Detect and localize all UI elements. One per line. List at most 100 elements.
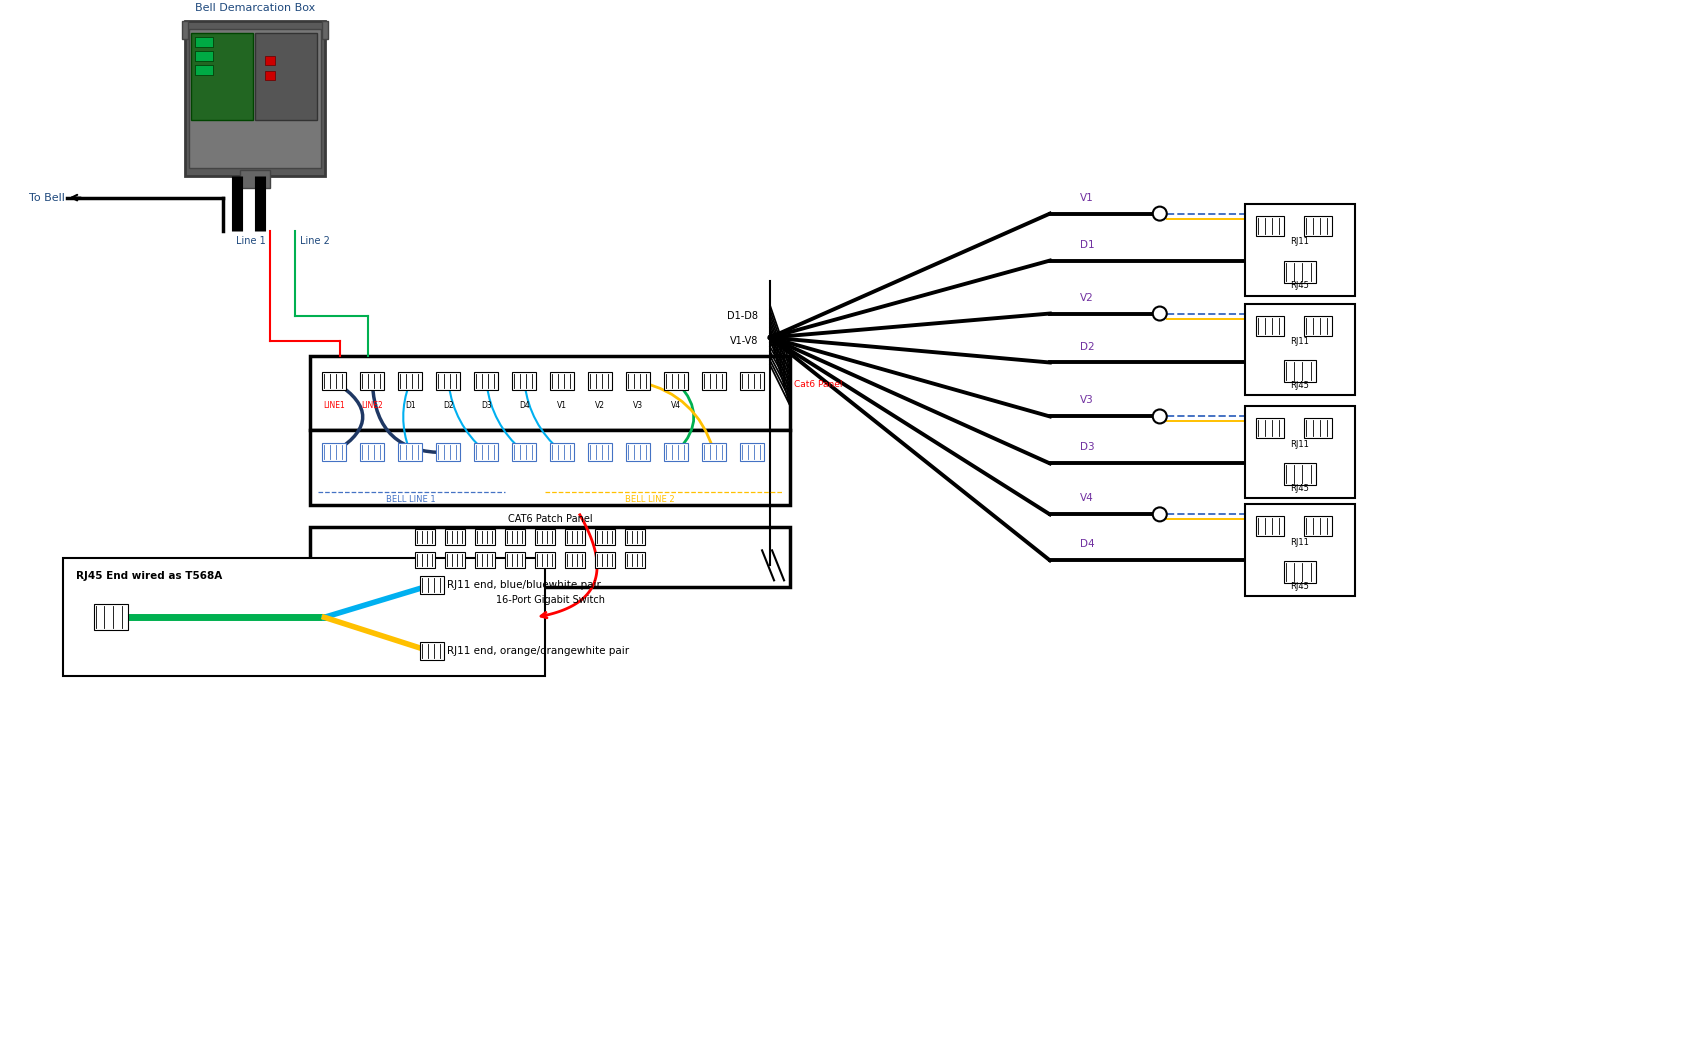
Text: To Bell: To Bell: [29, 192, 64, 203]
Text: Bell Demarcation Box: Bell Demarcation Box: [196, 3, 316, 13]
Bar: [1283, 562, 1315, 584]
Text: RJ45 End wired as T568A: RJ45 End wired as T568A: [76, 571, 221, 582]
Text: RJ11: RJ11: [1290, 237, 1310, 246]
Bar: [1283, 463, 1315, 485]
Bar: [474, 372, 498, 390]
Bar: [1283, 260, 1315, 282]
Text: RJ45: RJ45: [1290, 281, 1310, 290]
Bar: [702, 372, 726, 390]
Bar: [265, 71, 275, 79]
Bar: [436, 372, 461, 390]
Bar: [476, 552, 495, 568]
Text: Line 1: Line 1: [236, 235, 265, 246]
Bar: [1303, 316, 1332, 336]
Bar: [550, 372, 574, 390]
Bar: [415, 552, 436, 568]
Bar: [1283, 361, 1315, 383]
Bar: [191, 32, 253, 119]
Bar: [311, 431, 790, 505]
Text: V3: V3: [633, 402, 643, 410]
Bar: [702, 444, 726, 461]
Text: V3: V3: [1080, 395, 1094, 406]
Text: Cat6 Panel: Cat6 Panel: [793, 381, 842, 389]
Bar: [398, 372, 422, 390]
Bar: [511, 444, 537, 461]
Text: RJ11: RJ11: [1290, 440, 1310, 449]
Bar: [626, 372, 650, 390]
Bar: [474, 444, 498, 461]
Bar: [739, 444, 765, 461]
Text: D4: D4: [518, 402, 530, 410]
Text: D3: D3: [481, 402, 491, 410]
Bar: [196, 50, 213, 61]
Text: V2: V2: [596, 402, 606, 410]
Text: V1: V1: [1080, 192, 1094, 203]
Bar: [196, 37, 213, 47]
Text: LINE2: LINE2: [361, 402, 383, 410]
Text: D4: D4: [1080, 540, 1094, 549]
Text: BELL LINE 2: BELL LINE 2: [625, 496, 675, 504]
Text: RJ45: RJ45: [1290, 381, 1310, 390]
Circle shape: [1153, 207, 1166, 221]
Bar: [1244, 407, 1355, 498]
Text: V1: V1: [557, 402, 567, 410]
Bar: [322, 372, 346, 390]
Text: RJ45: RJ45: [1290, 484, 1310, 493]
Bar: [1303, 418, 1332, 438]
Text: V4: V4: [1080, 494, 1094, 503]
Bar: [625, 552, 645, 568]
Text: D1: D1: [405, 402, 415, 410]
Text: LINE1: LINE1: [324, 402, 346, 410]
Text: Line 2: Line 2: [300, 235, 331, 246]
Bar: [565, 529, 586, 545]
Text: RJ11 end, orange/orangewhite pair: RJ11 end, orange/orangewhite pair: [447, 646, 630, 656]
Bar: [596, 552, 614, 568]
Bar: [436, 444, 461, 461]
Bar: [625, 529, 645, 545]
Bar: [1244, 204, 1355, 296]
Bar: [1256, 418, 1283, 438]
Bar: [446, 529, 466, 545]
Bar: [505, 552, 525, 568]
Text: CAT6 Patch Panel: CAT6 Patch Panel: [508, 515, 592, 524]
Bar: [186, 21, 326, 176]
Text: RJ11: RJ11: [1290, 538, 1310, 547]
Bar: [535, 552, 555, 568]
Bar: [360, 444, 385, 461]
Bar: [182, 21, 189, 39]
Bar: [420, 576, 444, 594]
Text: D2: D2: [442, 402, 454, 410]
Bar: [93, 605, 128, 631]
Text: D1: D1: [1080, 240, 1094, 250]
Text: RJ45: RJ45: [1290, 582, 1310, 591]
Circle shape: [1153, 306, 1166, 320]
Text: BELL LINE 1: BELL LINE 1: [385, 496, 436, 504]
Text: D1-D8: D1-D8: [728, 311, 758, 320]
Bar: [398, 444, 422, 461]
Text: V1-V8: V1-V8: [729, 336, 758, 345]
Bar: [596, 529, 614, 545]
Bar: [739, 372, 765, 390]
Bar: [446, 552, 466, 568]
Bar: [322, 21, 329, 39]
Bar: [663, 372, 689, 390]
Bar: [311, 527, 790, 588]
Text: 16-Port Gigabit Switch: 16-Port Gigabit Switch: [496, 595, 604, 606]
Bar: [360, 372, 385, 390]
Bar: [587, 444, 613, 461]
Bar: [1303, 215, 1332, 235]
Bar: [663, 444, 689, 461]
Circle shape: [1153, 507, 1166, 521]
Bar: [1244, 303, 1355, 395]
Bar: [240, 169, 270, 187]
Text: V4: V4: [672, 402, 682, 410]
Bar: [189, 28, 321, 167]
Bar: [255, 32, 317, 119]
Bar: [476, 529, 495, 545]
Text: D2: D2: [1080, 341, 1094, 351]
Bar: [550, 444, 574, 461]
Bar: [415, 529, 436, 545]
Bar: [505, 529, 525, 545]
Bar: [535, 529, 555, 545]
Circle shape: [1153, 409, 1166, 424]
